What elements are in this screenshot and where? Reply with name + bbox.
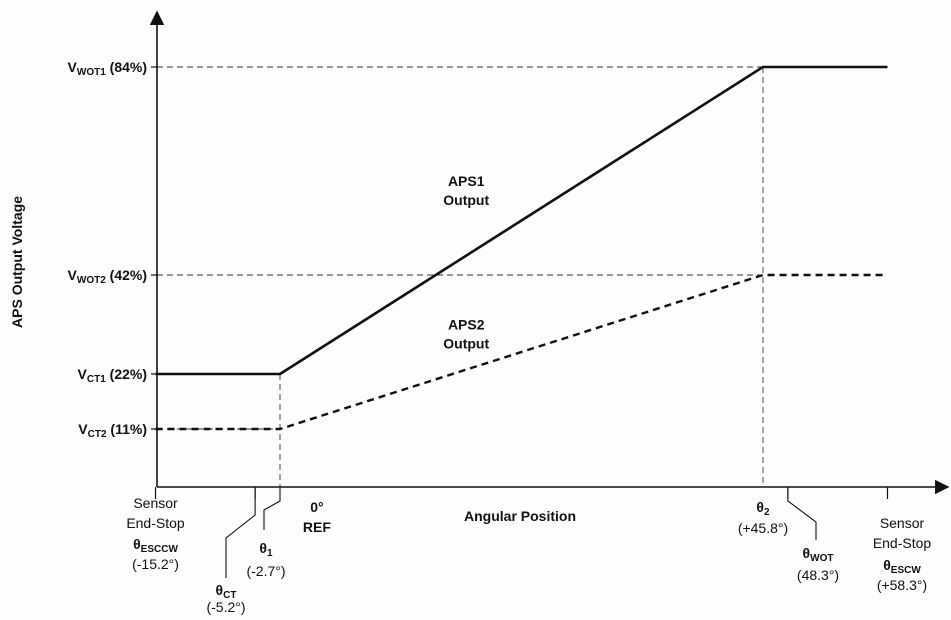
leader-wot bbox=[787, 487, 817, 540]
x-label-esccw-value: (-15.2°) bbox=[132, 556, 179, 572]
y-level-label-ct2: VCT2 (11%) bbox=[78, 421, 147, 440]
y-level-label-ct1: VCT1 (22%) bbox=[78, 366, 147, 385]
x-label-ct-value: (-5.2°) bbox=[206, 599, 245, 615]
x-axis-label: Angular Position bbox=[464, 508, 576, 524]
series-label-aps2-line-1: APS2 bbox=[448, 316, 485, 332]
x-label-theta1-symbol: θ1 bbox=[259, 540, 273, 559]
x-label-esccw-symbol: θESCCW bbox=[133, 536, 178, 555]
y-level-label-wot2: VWOT2 (42%) bbox=[68, 267, 147, 286]
series-label-aps2-line-2: Output bbox=[443, 335, 489, 351]
x-label-theta1-value: (-2.7°) bbox=[246, 563, 285, 579]
x-label-escw-symbol: θESCW bbox=[883, 557, 921, 576]
x-label-esccw-line-2: End-Stop bbox=[126, 515, 185, 531]
series-label-aps1-line-1: APS1 bbox=[448, 173, 485, 189]
x-label-ct-symbol: θCT bbox=[216, 582, 237, 601]
x-label-wot-symbol: θWOT bbox=[803, 545, 834, 564]
x-label-escw-line-2: End-Stop bbox=[873, 535, 932, 551]
x-label-esccw-line-1: Sensor bbox=[133, 495, 178, 511]
y-axis-label: APS Output Voltage bbox=[9, 196, 25, 328]
x-label-ref-degree: 0° bbox=[310, 499, 323, 515]
series-label-aps1-line-2: Output bbox=[443, 192, 489, 208]
leader-ct bbox=[225, 487, 256, 578]
x-label-wot-value: (48.3°) bbox=[797, 567, 839, 583]
x-label-theta2-value: (+45.8°) bbox=[738, 520, 788, 536]
x-label-escw-line-1: Sensor bbox=[880, 515, 925, 531]
series-line-aps1 bbox=[155, 65, 888, 376]
leader-theta1 bbox=[263, 487, 281, 530]
x-label-theta2-symbol: θ2 bbox=[756, 499, 770, 518]
x-label-escw-value: (+58.3°) bbox=[877, 577, 927, 593]
y-level-label-wot1: VWOT1 (84%) bbox=[68, 59, 147, 78]
series-line-aps2 bbox=[155, 273, 888, 431]
x-label-ref-text: REF bbox=[303, 519, 331, 535]
